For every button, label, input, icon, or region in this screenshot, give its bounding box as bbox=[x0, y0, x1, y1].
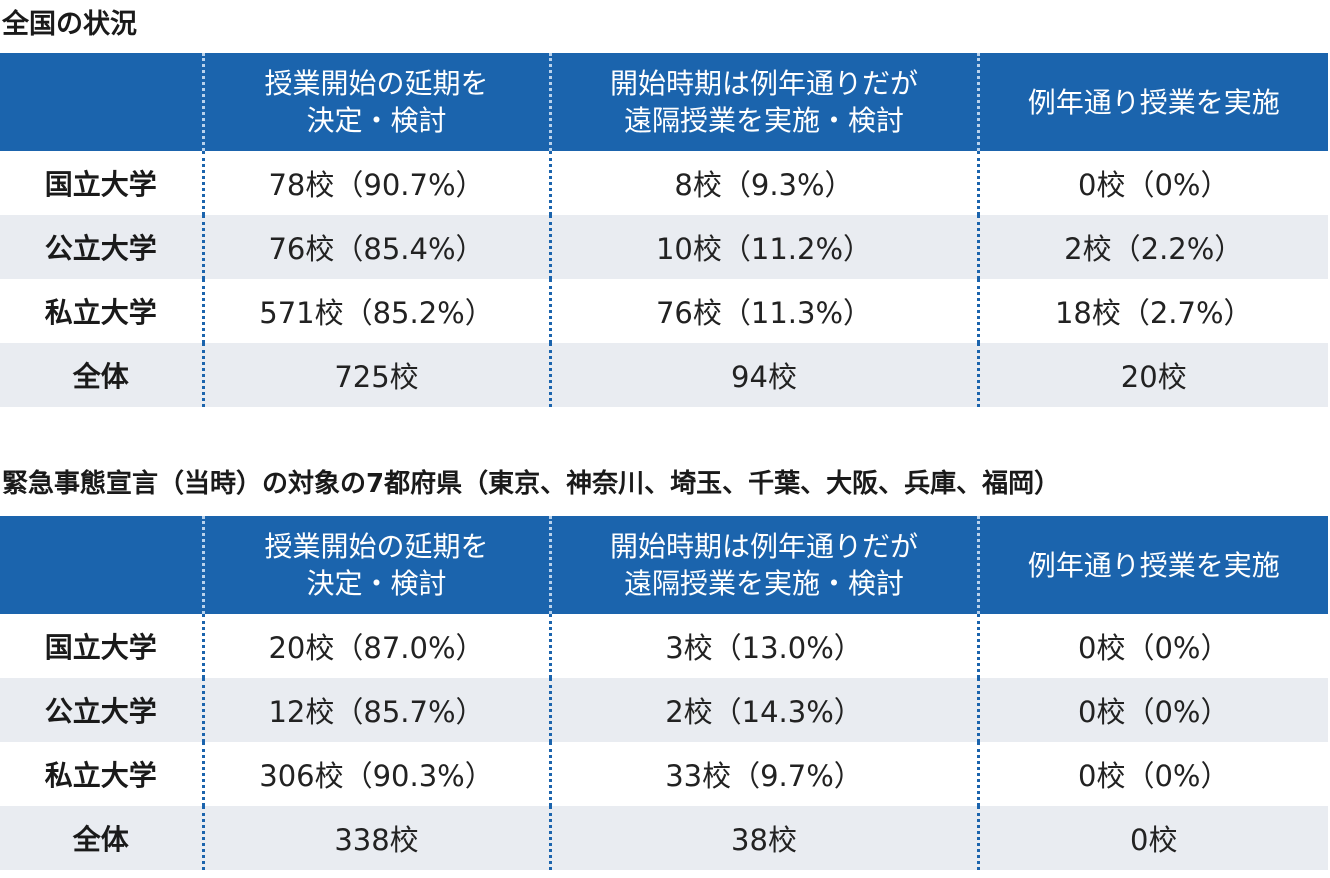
cell-postpone: 306校（90.3%） bbox=[201, 742, 550, 806]
row-label: 国立大学 bbox=[44, 631, 157, 664]
header-corner bbox=[0, 53, 203, 151]
cell-remote: 33校（9.7%） bbox=[548, 742, 978, 806]
table-row-total: 全体 338校 38校 0校 bbox=[0, 806, 1328, 870]
row-label: 国立大学 bbox=[44, 168, 157, 201]
header-normal: 例年通り授業を実施 bbox=[976, 516, 1328, 614]
cell-normal: 18校（2.7%） bbox=[976, 279, 1328, 343]
cell-remote: 2校（14.3%） bbox=[548, 678, 978, 742]
cell-remote: 8校（9.3%） bbox=[548, 151, 978, 215]
cell-postpone: 338校 bbox=[201, 806, 550, 870]
header-postpone: 授業開始の延期を 決定・検討 bbox=[201, 53, 550, 151]
header-corner bbox=[0, 516, 203, 614]
cell-postpone: 12校（85.7%） bbox=[201, 678, 550, 742]
table-row: 公立大学 76校（85.4%） 10校（11.2%） 2校（2.2%） bbox=[0, 215, 1328, 279]
table-row: 国立大学 20校（87.0%） 3校（13.0%） 0校（0%） bbox=[0, 614, 1328, 678]
cell-postpone: 78校（90.7%） bbox=[201, 151, 550, 215]
table-national-status: 授業開始の延期を 決定・検討 開始時期は例年通りだが 遠隔授業を実施・検討 例年… bbox=[0, 53, 1328, 407]
cell-normal: 20校 bbox=[976, 343, 1328, 407]
cell-normal: 0校（0%） bbox=[976, 151, 1328, 215]
table-row-total: 全体 725校 94校 20校 bbox=[0, 343, 1328, 407]
table-header-row: 授業開始の延期を 決定・検討 開始時期は例年通りだが 遠隔授業を実施・検討 例年… bbox=[0, 516, 1328, 614]
cell-remote: 10校（11.2%） bbox=[548, 215, 978, 279]
table-row: 私立大学 571校（85.2%） 76校（11.3%） 18校（2.7%） bbox=[0, 279, 1328, 343]
header-normal: 例年通り授業を実施 bbox=[976, 53, 1328, 151]
row-label: 私立大学 bbox=[44, 759, 157, 792]
table-row: 国立大学 78校（90.7%） 8校（9.3%） 0校（0%） bbox=[0, 151, 1328, 215]
section-title-national: 全国の状況 bbox=[2, 9, 137, 40]
cell-postpone: 20校（87.0%） bbox=[201, 614, 550, 678]
cell-postpone: 571校（85.2%） bbox=[201, 279, 550, 343]
table-row: 公立大学 12校（85.7%） 2校（14.3%） 0校（0%） bbox=[0, 678, 1328, 742]
cell-remote: 76校（11.3%） bbox=[548, 279, 978, 343]
cell-normal: 0校（0%） bbox=[976, 678, 1328, 742]
cell-remote: 3校（13.0%） bbox=[548, 614, 978, 678]
table-header-row: 授業開始の延期を 決定・検討 開始時期は例年通りだが 遠隔授業を実施・検討 例年… bbox=[0, 53, 1328, 151]
cell-normal: 2校（2.2%） bbox=[976, 215, 1328, 279]
row-label: 全体 bbox=[0, 806, 203, 870]
cell-normal: 0校 bbox=[976, 806, 1328, 870]
cell-remote: 38校 bbox=[548, 806, 978, 870]
header-remote: 開始時期は例年通りだが 遠隔授業を実施・検討 bbox=[548, 53, 978, 151]
cell-postpone: 725校 bbox=[201, 343, 550, 407]
row-label: 私立大学 bbox=[44, 296, 157, 329]
header-remote: 開始時期は例年通りだが 遠隔授業を実施・検討 bbox=[548, 516, 978, 614]
row-label: 公立大学 bbox=[0, 215, 203, 279]
row-label: 全体 bbox=[0, 343, 203, 407]
cell-remote: 94校 bbox=[548, 343, 978, 407]
cell-normal: 0校（0%） bbox=[976, 614, 1328, 678]
header-postpone: 授業開始の延期を 決定・検討 bbox=[201, 516, 550, 614]
table-emergency-status: 授業開始の延期を 決定・検討 開始時期は例年通りだが 遠隔授業を実施・検討 例年… bbox=[0, 516, 1328, 870]
row-label: 公立大学 bbox=[0, 678, 203, 742]
cell-postpone: 76校（85.4%） bbox=[201, 215, 550, 279]
cell-normal: 0校（0%） bbox=[976, 742, 1328, 806]
table-row: 私立大学 306校（90.3%） 33校（9.7%） 0校（0%） bbox=[0, 742, 1328, 806]
section-title-emergency: 緊急事態宣言（当時）の対象の7都府県（東京、神奈川、埼玉、千葉、大阪、兵庫、福岡… bbox=[2, 469, 1061, 499]
